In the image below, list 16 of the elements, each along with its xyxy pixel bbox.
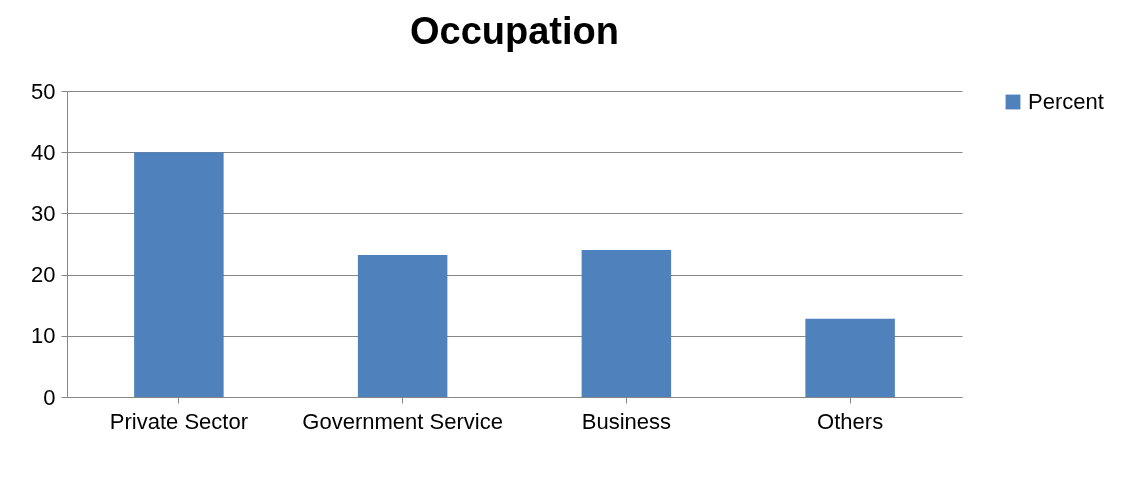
y-tick-label: 50: [31, 78, 56, 104]
y-tick-label: 20: [31, 262, 56, 288]
bar: [134, 152, 224, 397]
legend-label: Percent: [1028, 89, 1104, 114]
y-tick-label: 10: [31, 323, 56, 349]
chart-title: Occupation: [409, 10, 620, 52]
x-tick-label: Others: [817, 408, 884, 434]
x-tick-label: Government Service: [302, 408, 503, 434]
bar: [581, 250, 672, 397]
y-tick-label: 30: [31, 200, 56, 226]
y-tick-label: 0: [43, 384, 56, 410]
bar: [357, 255, 448, 397]
x-tick-label: Business: [581, 408, 672, 434]
bar: [805, 318, 895, 397]
y-tick-label: 40: [31, 139, 56, 165]
x-tick-label: Private Sector: [109, 408, 248, 434]
